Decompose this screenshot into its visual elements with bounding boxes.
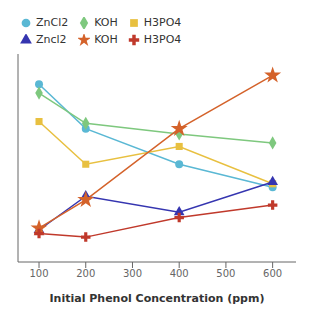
svg-text:Initial Phenol Concentration (: Initial Phenol Concentration (ppm) <box>50 292 265 305</box>
html-text:Zncl2: Zncl2 <box>36 33 67 46</box>
html-text:H3PO4: H3PO4 <box>143 33 182 46</box>
svg-text:200: 200 <box>76 268 95 279</box>
svg-text:300: 300 <box>123 268 142 279</box>
svg-text:500: 500 <box>216 268 235 279</box>
svg-text:400: 400 <box>170 268 189 279</box>
svg-text:100: 100 <box>29 268 48 279</box>
html-text:H3PO4: H3PO4 <box>143 16 182 29</box>
html-text:ZnCl2: ZnCl2 <box>36 16 69 29</box>
svg-text:600: 600 <box>263 268 282 279</box>
html-text:KOH: KOH <box>94 16 118 29</box>
html-text:KOH: KOH <box>94 33 118 46</box>
